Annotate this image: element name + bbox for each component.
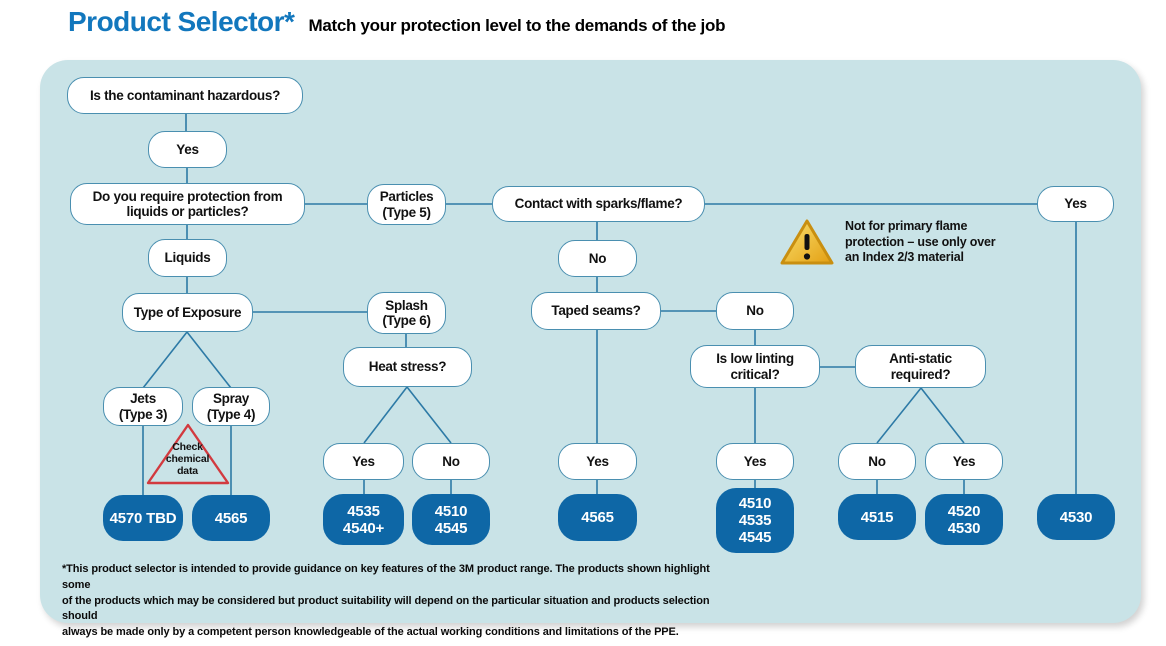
page-title: Product Selector* [68,6,295,37]
node-type-of-exposure: Type of Exposure [122,293,253,332]
exclamation-dot [803,253,811,260]
exclamation-triangle-icon [780,219,834,265]
node-linting-yes: Yes [716,443,794,480]
node-heat-yes: Yes [323,443,404,480]
product-4515: 4515 [838,494,916,540]
node-low-linting: Is low linting critical? [690,345,820,388]
product-4530: 4530 [1037,494,1115,540]
node-sparks-yes: Yes [1037,186,1114,222]
node-taped-yes: Yes [558,443,637,480]
node-heat-stress: Heat stress? [343,347,472,387]
node-splash-type6: Splash (Type 6) [367,292,446,334]
page-header: Product Selector* Match your protection … [68,6,725,38]
product-4520-4530: 4520 4530 [925,494,1003,545]
product-4510-4545: 4510 4545 [412,494,490,545]
node-anti-static: Anti-static required? [855,345,986,388]
node-taped-seams: Taped seams? [531,292,661,330]
node-hazardous-yes: Yes [148,131,227,168]
red-outline-triangle-icon [146,423,230,485]
exclamation-bar [804,234,810,250]
flame-warning-note: Not for primary flame protection – use o… [845,219,996,264]
node-protection-from: Do you require protection from liquids o… [70,183,305,225]
node-static-yes: Yes [925,443,1003,480]
product-4565-spray: 4565 [192,495,270,541]
node-contact-sparks-flame: Contact with sparks/flame? [492,186,705,222]
chemical-warning-label: Check chemical data [165,441,210,477]
node-is-contaminant-hazardous: Is the contaminant hazardous? [67,77,303,114]
product-4570-tbd: 4570 TBD [103,495,183,541]
node-liquids: Liquids [148,239,227,277]
page-subtitle: Match your protection level to the deman… [308,16,726,35]
footnote-text: *This product selector is intended to pr… [62,563,710,639]
red-triangle-outline [146,423,230,485]
node-taped-no: No [716,292,794,330]
node-spray-type4: Spray (Type 4) [192,387,270,426]
node-heat-no: No [412,443,490,480]
node-sparks-no: No [558,240,637,277]
node-static-no: No [838,443,916,480]
product-4535-4540: 4535 4540+ [323,494,404,545]
node-particles-type5: Particles (Type 5) [367,184,446,225]
product-4565-taped: 4565 [558,494,637,541]
product-4510-4535-4545: 4510 4535 4545 [716,488,794,553]
